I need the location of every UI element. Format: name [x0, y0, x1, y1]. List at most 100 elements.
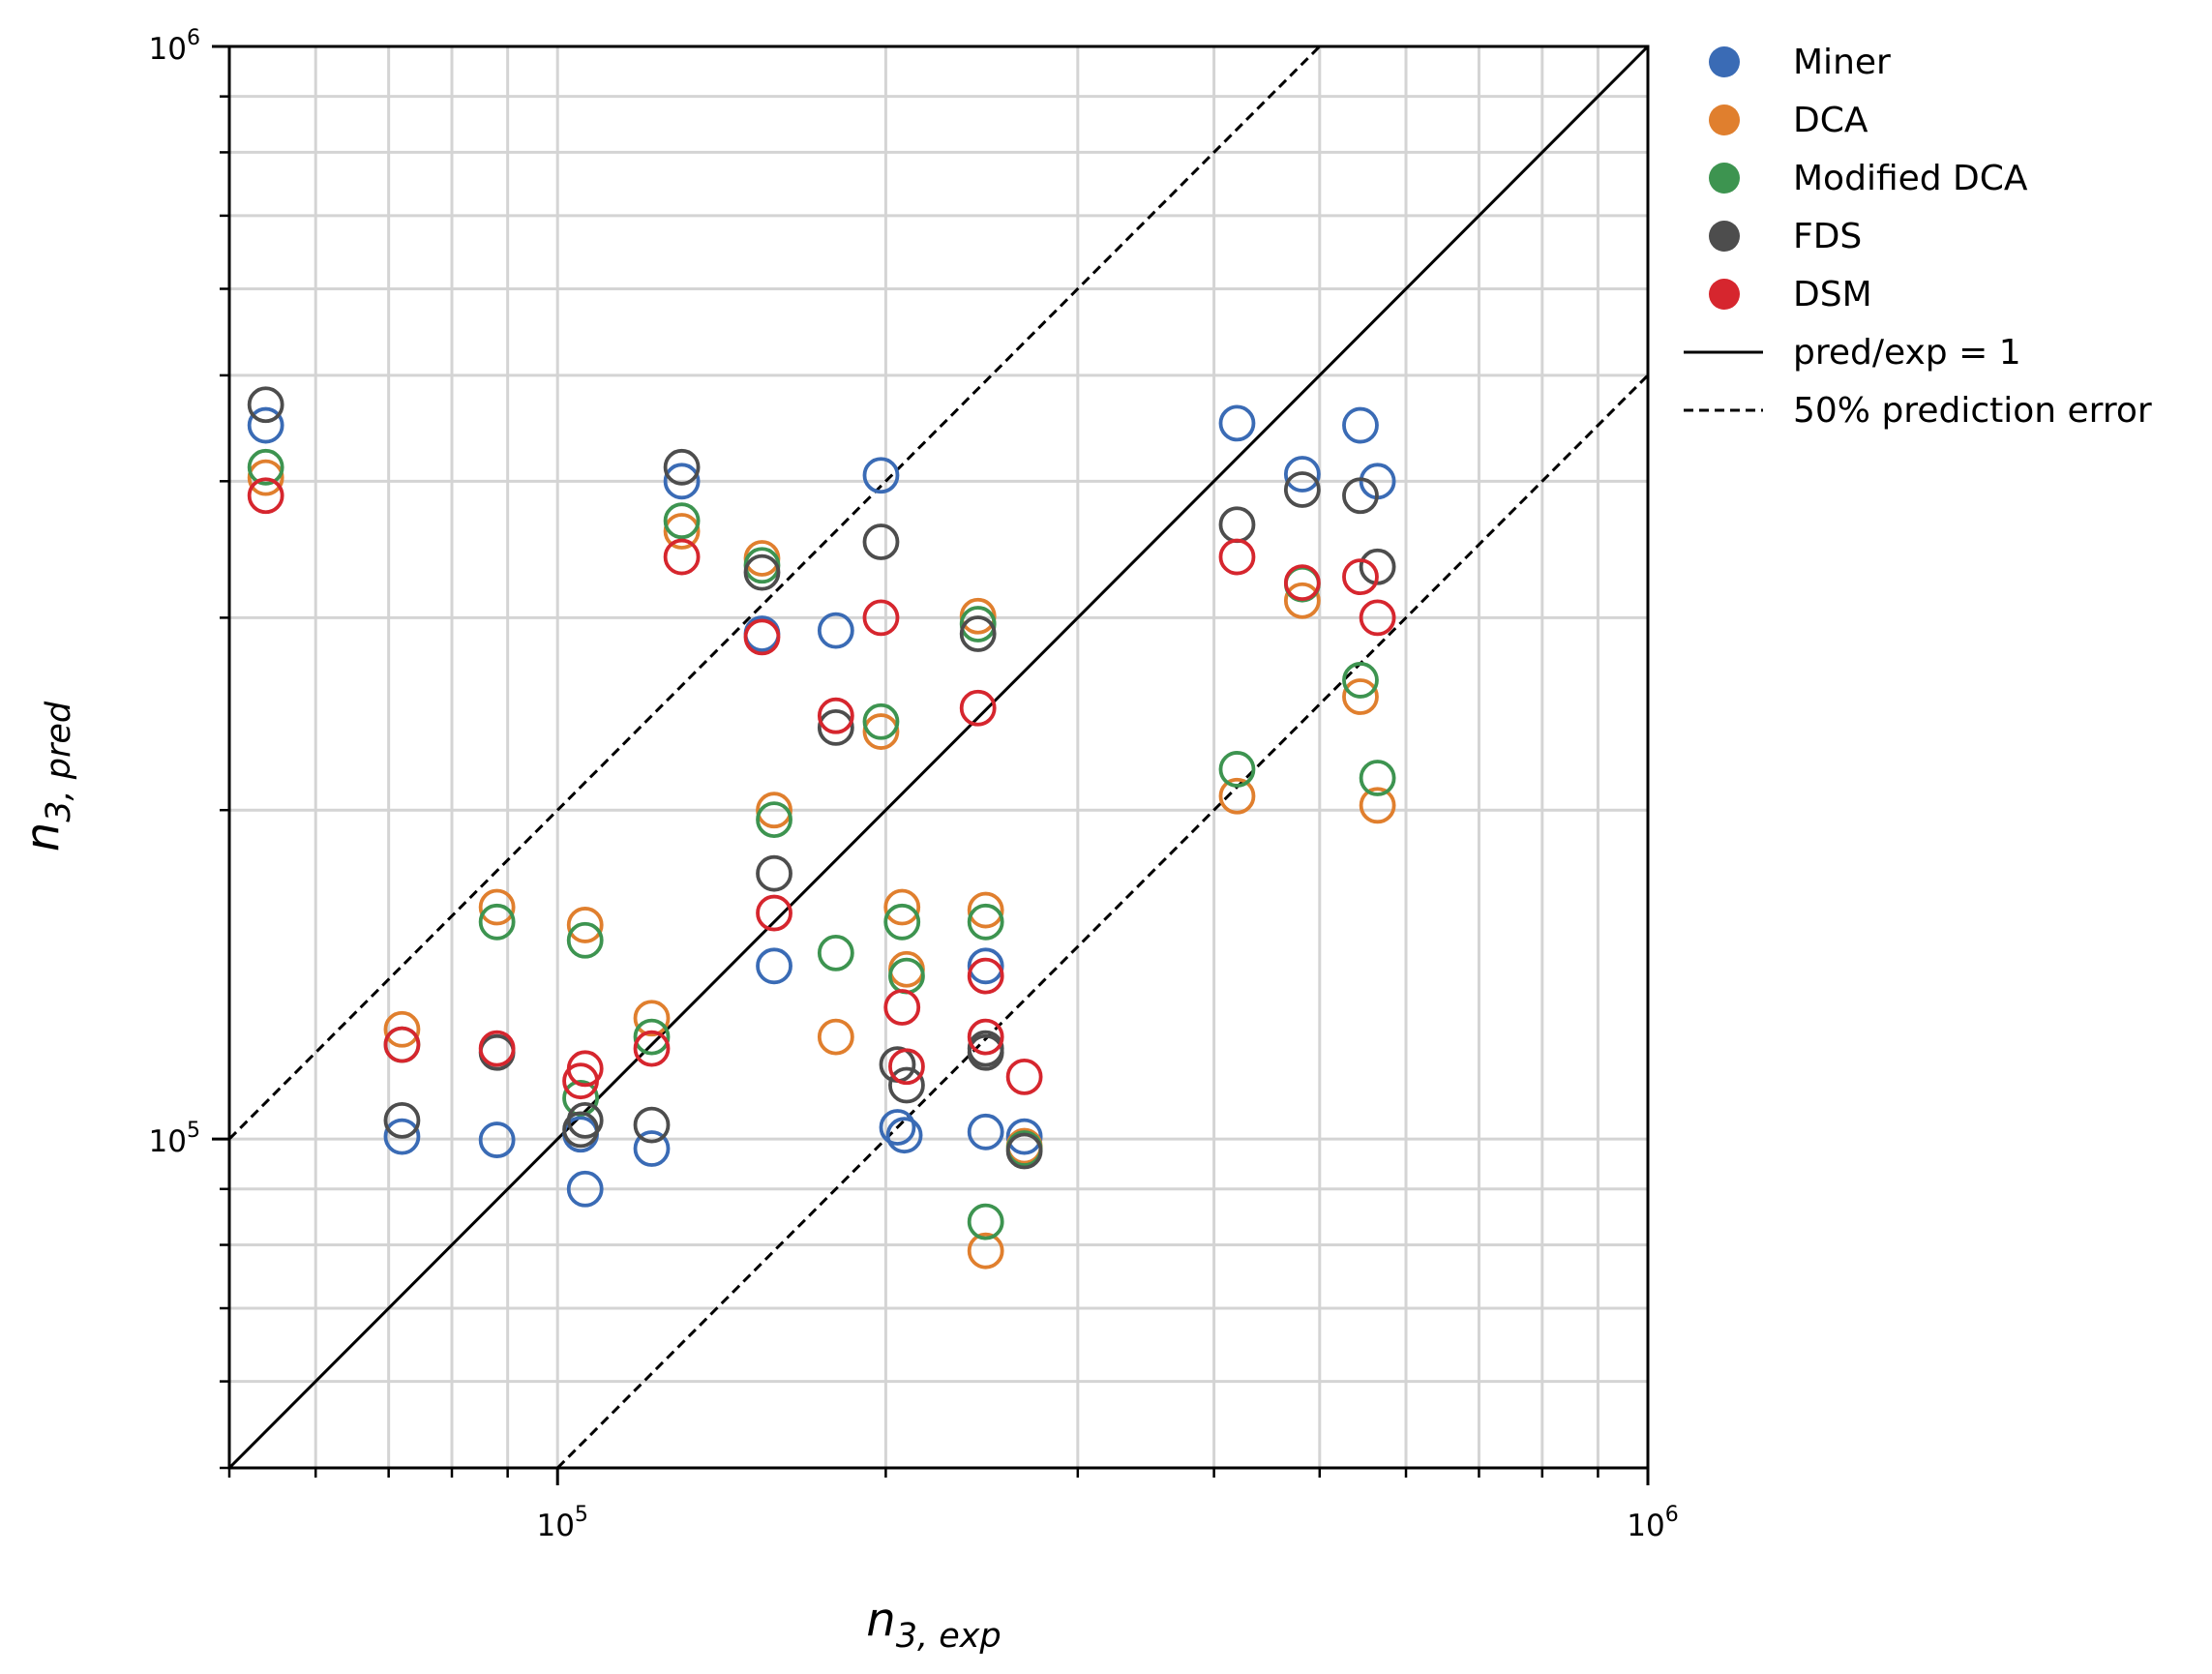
legend-label-identity: pred/exp = 1 — [1793, 333, 2021, 373]
y-tick-label-base: 10 — [149, 1124, 187, 1159]
data-point-fds — [862, 523, 900, 560]
data-point-fds — [817, 709, 854, 746]
x-axis-label-subscript: 3, exp — [896, 1617, 1001, 1656]
x-tick-label: 106 — [1627, 1503, 1678, 1543]
data-point-modified-dca — [663, 502, 701, 540]
data-point-modified-dca — [1218, 751, 1256, 788]
data-point-dca — [883, 888, 921, 926]
data-point-modified-dca — [1359, 760, 1396, 796]
legend-marker-dsm — [1709, 279, 1740, 310]
y-axis-label-subscript: 3, pred — [40, 701, 78, 822]
legend-label-dca: DCA — [1793, 101, 1868, 140]
data-point-dca — [967, 1232, 1004, 1270]
data-point-dsm — [883, 989, 921, 1026]
data-point-dsm — [1218, 538, 1256, 576]
data-point-modified-dca — [883, 903, 921, 941]
legend-label-modified-dca: Modified DCA — [1793, 159, 2028, 198]
data-point-miner — [885, 1117, 923, 1154]
data-point-dsm — [247, 477, 284, 515]
data-point-modified-dca — [633, 1018, 671, 1056]
data-point-fds — [888, 1066, 925, 1104]
data-point-modified-dca — [959, 606, 997, 643]
data-point-dca — [1283, 582, 1321, 619]
legend-marker-modified-dca — [1709, 163, 1740, 194]
legend-label-dsm: DSM — [1793, 275, 1872, 314]
data-point-fds — [383, 1101, 421, 1139]
data-point-dca — [383, 1010, 421, 1048]
data-point-dsm — [383, 1026, 421, 1063]
data-point-miner — [967, 1113, 1004, 1151]
x-tick-label-base: 10 — [536, 1509, 574, 1543]
data-point-miner — [862, 457, 900, 494]
data-point-dca — [566, 907, 604, 943]
x-tick-label-exponent: 6 — [1665, 1503, 1679, 1527]
data-point-miner — [1283, 456, 1321, 493]
data-point-fds — [743, 553, 781, 591]
data-point-miner — [1218, 404, 1256, 442]
x-tick-label-exponent: 5 — [575, 1503, 588, 1527]
data-point-dsm — [743, 618, 781, 656]
data-point-modified-dca — [967, 1203, 1004, 1241]
grid — [229, 46, 1648, 1468]
data-points — [247, 386, 1396, 1270]
plot-frame — [227, 45, 1650, 1470]
x-axis-label-base: n — [866, 1593, 895, 1647]
legend-marker-miner — [1709, 46, 1740, 77]
data-point-modified-dca — [478, 903, 516, 941]
legend-label-fds: FDS — [1793, 217, 1862, 256]
data-point-dsm — [967, 1018, 1004, 1056]
data-point-dca — [817, 1018, 854, 1056]
data-point-dca — [633, 1000, 671, 1037]
data-point-fds — [1218, 506, 1256, 544]
data-point-dca — [756, 792, 792, 829]
data-point-miner — [478, 1121, 516, 1158]
data-point-dca — [247, 459, 284, 496]
data-point-dsm — [478, 1030, 516, 1067]
data-point-dsm — [663, 538, 701, 576]
data-point-dsm — [1283, 564, 1321, 602]
data-point-dsm — [756, 894, 792, 932]
data-point-dca — [862, 713, 900, 750]
y-axis-label: n3, pred — [15, 701, 78, 852]
data-point-dsm — [1359, 599, 1396, 637]
data-point-miner — [1005, 1118, 1043, 1155]
reference-lines — [227, 45, 1650, 1470]
data-point-miner — [566, 1170, 604, 1208]
data-point-fds — [967, 1030, 1004, 1067]
data-point-fds — [1342, 477, 1379, 515]
y-tick-label-base: 10 — [149, 32, 187, 67]
data-point-miner — [663, 463, 701, 500]
x-axis-label: n3, exp — [866, 1593, 1001, 1656]
y-tick-label: 106 — [149, 26, 200, 67]
data-point-miner — [633, 1130, 671, 1167]
legend-label-miner: Miner — [1793, 43, 1891, 82]
identity-line — [227, 45, 1650, 1470]
y-tick-label-exponent: 6 — [187, 26, 200, 50]
axis-ticks — [212, 45, 1650, 1485]
data-point-dsm — [967, 957, 1004, 995]
data-point-dca — [1342, 678, 1379, 715]
data-point-modified-dca — [247, 448, 284, 486]
data-point-miner — [817, 612, 854, 649]
data-point-dsm — [862, 599, 900, 637]
x-tick-label: 105 — [536, 1503, 587, 1543]
data-point-fds — [566, 1101, 604, 1139]
data-point-dsm — [566, 1050, 604, 1088]
data-point-modified-dca — [862, 702, 900, 740]
data-point-fds — [1005, 1132, 1043, 1170]
legend: Miner DCA Modified DCA FDS DSM pred/exp = 1 50… — [1684, 43, 2152, 431]
y-tick-label-exponent: 5 — [187, 1119, 200, 1143]
data-point-fds — [959, 615, 997, 652]
data-point-dsm — [888, 1048, 925, 1086]
error-band-line — [227, 45, 1321, 1141]
legend-marker-dca — [1709, 105, 1740, 135]
data-point-dca — [1218, 777, 1256, 815]
data-point-dca — [663, 513, 701, 550]
data-point-modified-dca — [566, 921, 604, 959]
data-point-fds — [756, 854, 792, 892]
data-point-modified-dca — [756, 801, 792, 839]
data-point-miner — [967, 947, 1004, 985]
x-tick-label-base: 10 — [1627, 1509, 1664, 1543]
